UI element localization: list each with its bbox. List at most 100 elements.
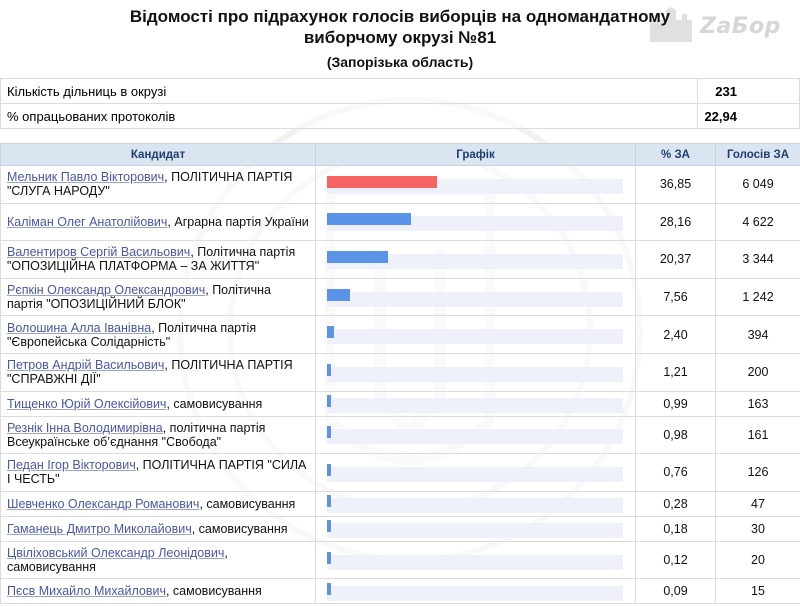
vote-bar [327, 288, 350, 301]
table-row: Мельник Павло Вікторович, ПОЛІТИЧНА ПАРТ… [0, 165, 800, 204]
bar-track [327, 288, 623, 307]
candidate-name-link[interactable]: Волошина Алла Іванівна [7, 320, 152, 335]
candidate-cell: Рєпкін Олександр Олександрович, Політичн… [0, 277, 316, 317]
votes-cell: 200 [715, 352, 800, 392]
vote-bar [327, 582, 331, 595]
candidate-party: , самовисування [165, 584, 262, 599]
bar-track [327, 213, 623, 232]
summary-row: % опрацьованих протоколів 22,94 [0, 103, 800, 129]
candidate-name-link[interactable]: Шевченко Олександр Романович [7, 496, 200, 511]
bar-track [327, 551, 623, 570]
candidate-name-link[interactable]: Педан Ігор Вікторович [7, 458, 136, 473]
bar-track [327, 426, 623, 445]
graph-cell [315, 165, 636, 204]
candidate-name-link[interactable]: Каліман Олег Анатолійович [7, 214, 168, 229]
percent-cell: 0,76 [635, 453, 716, 492]
vote-bar [327, 495, 331, 508]
percent-cell: 0,09 [635, 578, 716, 605]
vote-bar [327, 213, 411, 226]
graph-cell [315, 390, 636, 417]
percent-cell: 0,12 [635, 540, 716, 580]
bar-track [327, 495, 623, 514]
candidate-cell: Резнік Інна Володимирівна, політична пар… [0, 415, 316, 455]
graph-cell [315, 540, 636, 580]
column-header-percent: % ЗА [635, 143, 716, 166]
candidate-name-link[interactable]: Мельник Павло Вікторович [7, 170, 165, 185]
castle-icon [650, 7, 692, 42]
candidate-cell: Валентиров Сергій Васильович, Політична … [0, 240, 316, 279]
table-row: Тищенко Юрій Олексійович, самовисування 0… [0, 390, 800, 417]
votes-cell: 47 [715, 490, 800, 517]
votes-cell: 126 [715, 453, 800, 492]
candidate-name-link[interactable]: Пєсв Михайло Михайлович [7, 584, 166, 599]
table-row: Каліман Олег Анатолійович, Аграрна парті… [0, 202, 800, 242]
zabor-logo: ZaБор [646, 6, 796, 46]
candidate-cell: Шевченко Олександр Романович, самовисува… [0, 490, 316, 517]
candidate-cell: Мельник Павло Вікторович, ПОЛІТИЧНА ПАРТ… [0, 165, 316, 204]
percent-cell: 0,98 [635, 415, 716, 455]
percent-cell: 7,56 [635, 277, 716, 317]
votes-cell: 3 344 [715, 240, 800, 279]
summary-value: 22,94 [697, 103, 800, 129]
bar-track [327, 463, 623, 482]
candidate-name-link[interactable]: Цвіліховський Олександр Леонідович [7, 546, 225, 561]
bar-track [327, 326, 623, 345]
bar-track [327, 363, 623, 382]
vote-bar [327, 551, 331, 564]
candidate-name-link[interactable]: Резнік Інна Володимирівна [7, 420, 163, 435]
graph-cell [315, 315, 636, 354]
candidate-name-link[interactable]: Валентиров Сергій Васильович [7, 245, 191, 260]
votes-cell: 20 [715, 540, 800, 580]
votes-cell: 1 242 [715, 277, 800, 317]
vote-bar [327, 395, 331, 408]
votes-cell: 4 622 [715, 202, 800, 242]
summary-row: Кількість дільниць в окрузі 231 [0, 78, 800, 104]
vote-bar [327, 250, 388, 263]
candidate-party: , Політична партія "ОПОЗИЦІЙНИЙ БЛОК" [7, 283, 272, 312]
graph-cell [315, 240, 636, 279]
candidate-party: , ПОЛІТИЧНА ПАРТІЯ "СПРАВЖНІ ДІЇ" [7, 358, 293, 387]
candidate-cell: Цвіліховський Олександр Леонідович, само… [0, 540, 316, 580]
candidate-party: , самовисування [191, 521, 288, 536]
candidate-party: , ПОЛІТИЧНА ПАРТІЯ "СЛУГА НАРОДУ" [7, 170, 293, 199]
vote-bar [327, 520, 331, 533]
candidate-name-link[interactable]: Петров Андрій Васильович [7, 358, 165, 373]
table-row: Цвіліховський Олександр Леонідович, само… [0, 540, 800, 580]
percent-cell: 0,18 [635, 515, 716, 542]
graph-cell [315, 453, 636, 492]
graph-cell [315, 277, 636, 317]
percent-cell: 0,99 [635, 390, 716, 417]
votes-cell: 6 049 [715, 165, 800, 204]
graph-cell [315, 415, 636, 455]
candidate-name-link[interactable]: Гаманець Дмитро Миколайович [7, 521, 192, 536]
votes-cell: 163 [715, 390, 800, 417]
candidate-party: , самовисування [199, 496, 296, 511]
candidate-cell: Волошина Алла Іванівна, Політична партія… [0, 315, 316, 354]
candidate-party: , політична партія Всеукраїнське об’єдна… [7, 420, 266, 449]
percent-cell: 20,37 [635, 240, 716, 279]
vote-bar [327, 175, 437, 188]
graph-cell [315, 578, 636, 605]
candidate-cell: Педан Ігор Вікторович, ПОЛІТИЧНА ПАРТІЯ … [0, 453, 316, 492]
candidate-name-link[interactable]: Тищенко Юрій Олексійович [7, 396, 167, 411]
graph-cell [315, 352, 636, 392]
summary-value: 231 [697, 78, 800, 104]
votes-cell: 15 [715, 578, 800, 605]
candidate-name-link[interactable]: Рєпкін Олександр Олександрович [7, 283, 206, 298]
graph-cell [315, 515, 636, 542]
candidate-party: , самовисування [166, 396, 263, 411]
percent-cell: 1,21 [635, 352, 716, 392]
column-header-candidate: Кандидат [0, 143, 316, 166]
percent-cell: 28,16 [635, 202, 716, 242]
table-row: Пєсв Михайло Михайлович, самовисування 0,… [0, 578, 800, 605]
vote-bar [327, 463, 331, 476]
table-row: Шевченко Олександр Романович, самовисува… [0, 490, 800, 517]
candidate-cell: Пєсв Михайло Михайлович, самовисування [0, 578, 316, 605]
page-title: Відомості про підрахунок голосів виборці… [129, 7, 671, 47]
votes-cell: 394 [715, 315, 800, 354]
logo-text: ZaБор [700, 14, 781, 39]
percent-cell: 36,85 [635, 165, 716, 204]
votes-cell: 30 [715, 515, 800, 542]
percent-cell: 2,40 [635, 315, 716, 354]
graph-cell [315, 202, 636, 242]
